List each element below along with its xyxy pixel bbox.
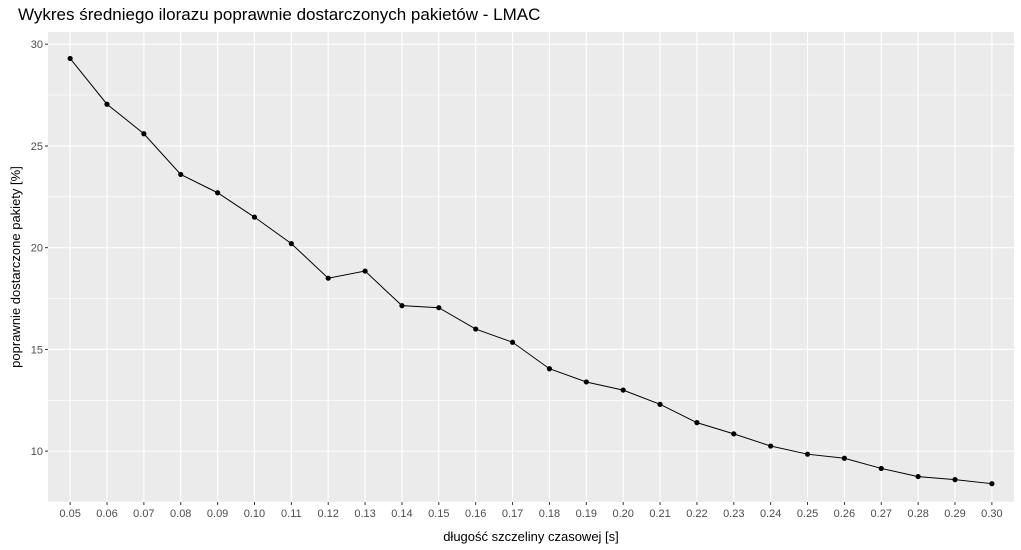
major-gridlines — [48, 32, 1014, 502]
y-tick-label: 25 — [31, 141, 43, 153]
x-tick-label: 0.16 — [465, 508, 486, 520]
y-tick-label: 15 — [31, 344, 43, 356]
data-point — [694, 420, 700, 426]
x-tick-label: 0.22 — [686, 508, 707, 520]
y-axis-title: poprawnie dostarczone pakiety [%] — [8, 166, 23, 368]
data-point — [583, 379, 589, 385]
y-tick-label: 10 — [31, 446, 43, 458]
data-point — [620, 387, 626, 393]
data-point — [841, 455, 847, 461]
series-points — [67, 55, 995, 487]
plot-panel — [48, 32, 1014, 502]
y-tick-label: 30 — [31, 39, 43, 51]
x-tick-label: 0.11 — [281, 508, 302, 520]
x-tick-label: 0.12 — [318, 508, 339, 520]
data-point — [67, 55, 73, 62]
x-tick-label: 0.28 — [907, 508, 928, 520]
x-tick-label: 0.30 — [981, 508, 1002, 520]
x-tick-label: 0.18 — [539, 508, 560, 520]
x-axis-ticks: 0.05 0.06 0.07 0.08 0.09 0.10 0.11 0.12 0.13 0.14… — [59, 502, 1003, 520]
data-point — [878, 465, 884, 472]
x-tick-label: 0.14 — [391, 508, 412, 520]
data-point — [952, 477, 958, 483]
data-point — [768, 443, 774, 449]
data-point — [804, 451, 811, 457]
x-axis-title: długość szczeliny czasowej [s] — [443, 529, 619, 544]
x-tick-label: 0.08 — [170, 508, 191, 520]
data-point — [399, 303, 405, 309]
data-point — [546, 366, 553, 372]
data-point — [288, 241, 294, 247]
x-tick-label: 0.26 — [834, 508, 855, 520]
x-tick-label: 0.25 — [797, 508, 818, 520]
data-point — [251, 214, 258, 220]
x-tick-label: 0.21 — [649, 508, 670, 520]
data-point — [325, 275, 331, 281]
x-tick-label: 0.29 — [944, 508, 965, 520]
chart-title: Wykres średniego ilorazu poprawnie dosta… — [18, 5, 541, 24]
data-point — [215, 190, 221, 196]
x-tick-label: 0.09 — [207, 508, 228, 520]
data-point — [989, 481, 995, 487]
data-point — [362, 268, 368, 274]
minor-gridlines — [48, 94, 1014, 503]
data-point — [473, 326, 479, 332]
x-tick-label: 0.15 — [428, 508, 449, 520]
data-point — [436, 305, 442, 311]
data-point — [915, 473, 921, 480]
data-point — [731, 431, 737, 437]
x-tick-label: 0.20 — [612, 508, 633, 520]
x-tick-label: 0.23 — [723, 508, 744, 520]
x-tick-label: 0.24 — [760, 508, 781, 520]
data-point — [657, 401, 663, 407]
y-tick-label: 20 — [31, 243, 43, 255]
data-point — [178, 171, 184, 178]
x-tick-label: 0.13 — [354, 508, 375, 520]
x-tick-label: 0.27 — [871, 508, 892, 520]
x-tick-label: 0.10 — [244, 508, 265, 520]
series-line — [69, 58, 992, 485]
data-point — [509, 339, 516, 345]
data-point — [141, 131, 147, 137]
x-tick-label: 0.17 — [502, 508, 523, 520]
x-tick-label: 0.05 — [59, 508, 80, 520]
x-tick-label: 0.06 — [96, 508, 117, 520]
y-axis-ticks: 10 15 20 25 30 — [31, 39, 48, 458]
data-point — [104, 101, 110, 107]
x-tick-label: 0.07 — [133, 508, 154, 520]
x-tick-label: 0.19 — [576, 508, 597, 520]
